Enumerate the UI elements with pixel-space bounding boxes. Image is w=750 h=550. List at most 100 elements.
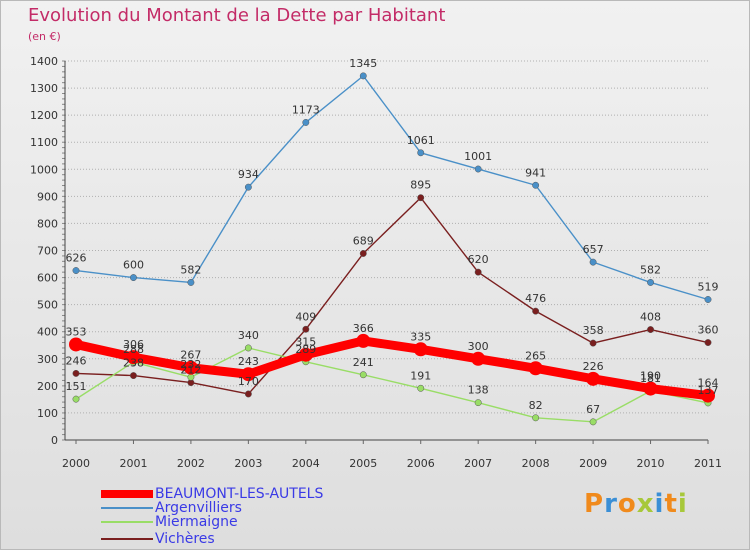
data-label-3: 238 [123,357,144,370]
data-label-2: 241 [353,356,374,369]
data-label-1: 1061 [407,134,435,147]
data-label-2: 191 [410,369,431,382]
logo-letter: i [677,489,688,519]
data-label-3: 360 [698,324,719,337]
data-label-2: 137 [698,384,719,397]
y-tick-label: 800 [37,217,58,230]
data-label-0: 164 [698,377,719,390]
data-label-3: 895 [410,179,431,192]
data-label-0: 265 [525,349,546,362]
series-point-3 [359,250,367,257]
series-point-3 [704,339,712,346]
y-tick-label: 1200 [30,109,58,122]
data-label-0: 335 [410,330,431,343]
data-label-1: 941 [525,166,546,179]
series-point-0 [298,347,313,362]
data-label-1: 600 [123,259,144,272]
data-label-2: 151 [66,380,87,393]
chart-title: Evolution du Montant de la Dette par Hab… [28,5,446,26]
data-label-2: 82 [529,399,543,412]
logo-letter: i [654,489,665,519]
series-point-0 [356,333,371,348]
chart-subtitle: (en €) [28,30,61,43]
legend-swatch-0 [101,490,153,498]
x-tick-label: 2004 [292,457,320,470]
logo-letter: t [664,489,678,519]
y-tick-label: 400 [37,326,58,339]
series-point-0 [241,367,256,382]
logo-letter: r [604,489,618,519]
series-point-2 [474,399,482,407]
y-tick-label: 700 [37,245,58,258]
series-point-3 [589,339,597,347]
series-point-3 [647,326,654,333]
series-point-0 [701,388,715,403]
series-point-1 [532,181,540,189]
data-label-3: 246 [66,354,87,367]
series-point-1 [130,274,137,282]
series-point-2 [532,414,540,422]
data-label-2: 67 [586,403,600,416]
series-point-3 [72,369,80,377]
legend-item-0: BEAUMONT-LES-AUTELS [101,486,323,502]
data-label-0: 300 [468,340,489,353]
data-label-1: 1001 [464,150,492,163]
series-point-0 [471,351,486,366]
data-label-1: 934 [238,168,259,181]
series-point-0 [586,371,601,386]
data-label-2: 289 [295,343,316,356]
series-point-2 [589,418,597,426]
data-label-0: 353 [66,325,87,338]
series-point-1 [417,149,425,157]
legend-swatch-1 [101,507,153,509]
series-point-2 [72,395,80,403]
data-label-1: 519 [698,280,719,293]
series-point-1 [244,183,252,191]
data-label-2: 138 [468,384,489,397]
series-point-1 [302,119,310,126]
x-tick-label: 2008 [522,457,550,470]
data-label-3: 408 [640,311,661,324]
y-tick-label: 1000 [30,163,58,176]
y-tick-label: 600 [37,272,58,285]
data-label-1: 657 [583,243,604,256]
data-label-1: 1173 [292,103,320,116]
legend-label-0: BEAUMONT-LES-AUTELS [155,486,324,502]
x-tick-label: 2002 [177,457,205,470]
data-label-2: 288 [123,343,144,356]
data-label-1: 1345 [349,57,377,70]
data-label-3: 620 [468,253,489,266]
data-label-0: 306 [123,338,144,351]
series-point-0 [528,361,543,376]
series-point-3 [474,268,482,276]
legend-item-2: Miermaigne [101,514,238,530]
data-label-0: 366 [353,322,374,335]
series-point-3 [532,307,540,315]
data-label-0: 243 [238,355,259,368]
series-line-3 [75,197,709,395]
legend-label-3: Vichères [155,531,215,547]
data-label-2: 340 [238,329,259,342]
series-line-1 [75,75,709,301]
legend-item-3: Vichères [101,531,215,547]
series-point-1 [704,296,712,303]
x-tick-label: 2005 [349,457,377,470]
y-tick-label: 1100 [30,136,58,149]
y-tick-label: 200 [37,380,58,393]
y-tick-label: 300 [37,353,58,366]
data-label-0: 226 [583,360,604,373]
series-point-1 [359,72,367,80]
series-point-3 [302,325,310,333]
series-point-0 [69,337,83,352]
y-tick-label: 900 [37,190,58,203]
data-label-3: 689 [353,234,374,247]
legend-label-1: Argenvilliers [155,500,242,516]
data-label-3: 476 [525,292,546,305]
series-point-0 [643,381,658,396]
x-tick-label: 2007 [464,457,492,470]
data-label-1: 582 [640,263,661,276]
y-tick-label: 500 [37,299,58,312]
series-line-0 [71,336,713,401]
series-point-3 [130,372,137,380]
